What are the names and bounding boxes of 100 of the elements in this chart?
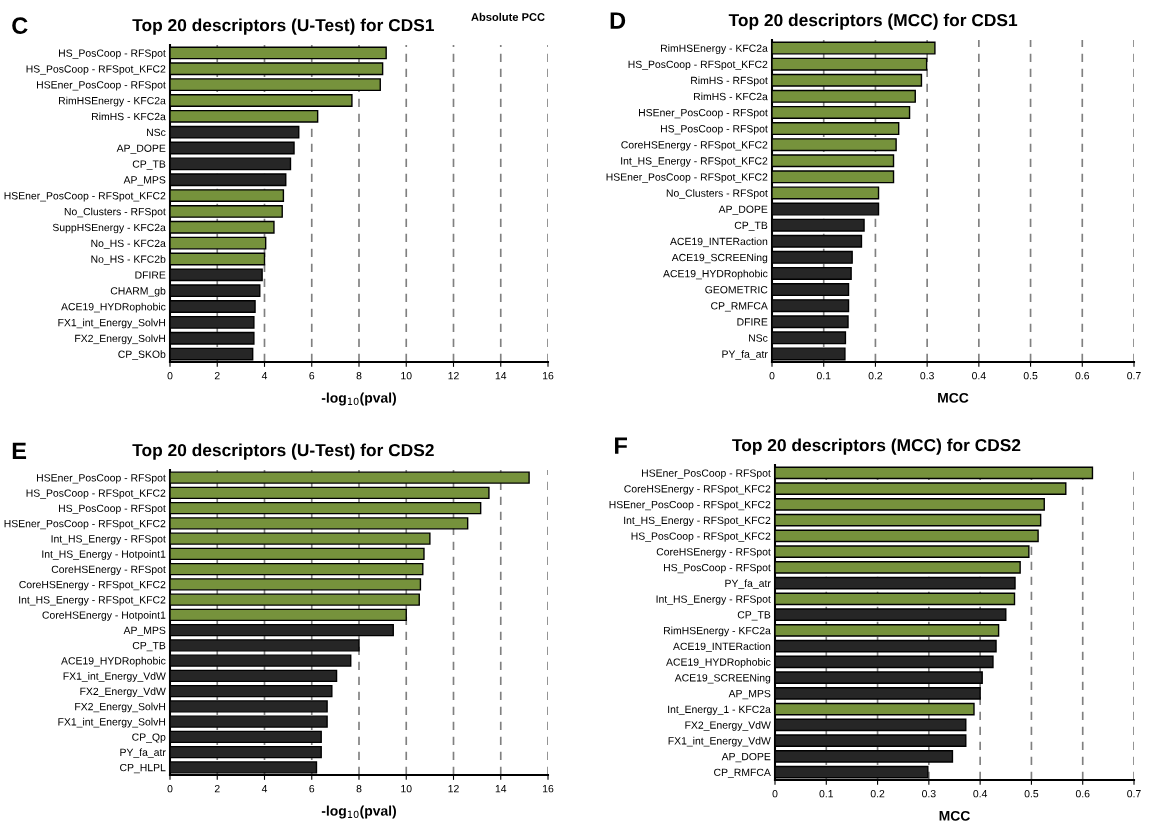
y-tick-label: DFIRE [737,318,768,326]
x-tick-label: 14 [495,785,507,793]
y-tick-label: CP_Qp [132,733,166,743]
y-tick-label: HSEner_PosCoop - RFSpot [37,81,166,91]
x-tick-label: 16 [543,372,554,380]
y-tick-label: CoreHSEnergy - RFSpot [51,565,166,576]
y-tick-label: HSEner_PosCoop - RFSpot_KFC2 [4,192,166,202]
x-tick-label: 0.4 [972,372,986,380]
x-tick-label: 0.5 [1024,790,1039,798]
y-tick-label: No_Clusters - RFSpot [64,207,166,218]
y-tick-label: AP_DOPE [721,752,771,763]
y-tick-label: Int_Energy_1 - KFC2a [668,705,771,716]
y-tick-label: Int_HS_Energy - RFSpot_KFC2 [621,157,768,167]
text: F [615,437,628,454]
y-tick-label: CoreHSEnergy - RFSpot_KFC2 [19,580,166,591]
y-tick-label: HSEner_PosCoop - RFSpot_KFC2 [609,500,771,511]
x-tick-label: 10 [401,372,412,380]
x-tick-label: 6 [309,785,315,793]
y-tick-label: HSEner_PosCoop - RFSpot [642,469,771,479]
x-tick-label: 8 [356,372,362,380]
y-tick-label: PY_fa_atr [722,350,768,360]
y-tick-label: HSEner_PosCoop - RFSpot_KFC2 [4,519,166,530]
y-tick-label: ACE19_INTERaction [670,237,768,248]
y-tick-label: FX1_int_Energy_VdW [668,736,771,747]
y-tick-label: FX1_int_Energy_VdW [63,672,166,682]
x-axis-title: -log$_{10}$(pval) [321,805,396,819]
x-axis-title: MCC [939,810,970,821]
x-tick-label: 4 [261,785,268,793]
x-tick-label: 0.7 [1127,372,1141,380]
x-tick-label: 8 [356,785,362,793]
y-tick-label: HS_PosCoop - RFSpot_KFC2 [26,489,166,499]
text: D [610,12,626,29]
y-tick-label: ACE19_HYDRophobic [61,302,166,313]
y-tick-label: GEOMETRIC [705,286,768,294]
x-tick-label: 10 [401,785,412,793]
x-tick-label: 0 [769,372,775,380]
y-tick-label: CoreHSEnergy - RFSpot_KFC2 [624,485,771,495]
y-tick-label: HS_PosCoop - RFSpot [59,504,166,515]
y-tick-label: AP_DOPE [116,144,166,154]
y-tick-label: Int_HS_Energy - Hotpoint1 [42,550,166,560]
y-tick-label: CP_SKOb [118,350,166,360]
x-tick-label: 0.6 [1075,790,1090,798]
y-tick-label: CP_TB [132,641,166,652]
y-tick-label: AP_MPS [728,689,771,700]
y-tick-label: PY_fa_atr [120,748,166,758]
x-tick-label: 12 [448,372,459,380]
x-tick-label: 0.3 [920,372,934,380]
y-tick-label: RimHS - RFSpot [691,76,768,87]
y-tick-label: CP_RMFCA [714,768,771,778]
y-tick-label: HS_PosCoop - RFSpot_KFC2 [628,60,768,71]
y-tick-label: FX1_int_Energy_SolvH [58,717,165,728]
y-tick-label: ACE19_SCREENing [674,673,771,684]
x-tick-label: 0 [167,372,173,380]
y-tick-label: Int_HS_Energy - RFSpot_KFC2 [624,516,771,527]
x-tick-label: 0 [167,785,173,793]
x-tick-label: 0.6 [1075,372,1090,380]
y-tick-label: CP_HLPL [120,763,166,774]
y-tick-label: CoreHSEnergy - RFSpot [656,548,771,558]
y-tick-label: SuppHSEnergy - KFC2a [52,223,166,234]
y-tick-label: AP_MPS [123,626,166,636]
y-tick-label: CP_TB [734,221,768,231]
y-tick-label: FX2_Energy_SolvH [75,702,165,713]
y-tick-label: AP_DOPE [718,205,768,215]
y-tick-label: HS_PosCoop - RFSpot_KFC2 [631,532,771,542]
x-tick-label: 0.1 [819,790,834,798]
x-axis-title: -log$_{10}$(pval) [321,392,396,406]
y-tick-label: FX2_Energy_VdW [685,721,771,731]
y-tick-label: FX2_Energy_SolvH [75,334,165,345]
x-tick-label: 2 [214,372,220,380]
y-tick-label: FX2_Energy_VdW [80,687,166,698]
text: C [12,17,28,34]
y-tick-label: No_Clusters - RFSpot [666,189,768,199]
y-tick-label: ACE19_INTERaction [673,642,771,652]
y-tick-label: HSEner_PosCoop - RFSpot_KFC2 [606,173,768,183]
y-tick-label: RimHSEnergy - KFC2a [661,44,768,54]
y-tick-label: HS_PosCoop - RFSpot [661,125,768,135]
y-tick-label: ACE19_HYDRophobic [666,658,771,668]
y-tick-label: CP_RMFCA [711,302,768,312]
chart-title: Top 20 descriptors (U-Test) for CDS2 [132,443,434,460]
x-tick-label: 0.3 [922,790,936,798]
x-tick-label: 14 [495,372,507,380]
x-axis-title: MCC [938,392,969,403]
x-tick-label: 0.2 [868,372,883,380]
y-tick-label: No_HS - KFC2b [91,255,166,265]
y-tick-label: No_HS - KFC2a [91,239,166,249]
x-tick-label: 0.2 [870,790,885,798]
x-tick-label: 0.5 [1023,372,1038,380]
y-tick-label: RimHSEnergy - KFC2a [59,96,166,107]
y-tick-label: ACE19_HYDRophobic [663,269,768,280]
x-tick-label: 4 [261,372,268,380]
y-tick-label: DFIRE [135,271,166,279]
y-tick-label: HS_PosCoop - RFSpot [664,563,771,574]
y-tick-label: ACE19_SCREENing [671,253,768,264]
chart-title: Top 20 descriptors (U-Test) for CDS1 [132,18,434,35]
y-tick-label: ACE19_HYDRophobic [61,656,166,667]
text: Absolute PCC [471,12,545,21]
x-tick-label: 0.4 [973,790,988,798]
chart-title: Top 20 descriptors (MCC) for CDS1 [728,13,1018,30]
x-tick-label: 0 [772,790,778,798]
x-tick-label: 0.1 [816,372,831,380]
